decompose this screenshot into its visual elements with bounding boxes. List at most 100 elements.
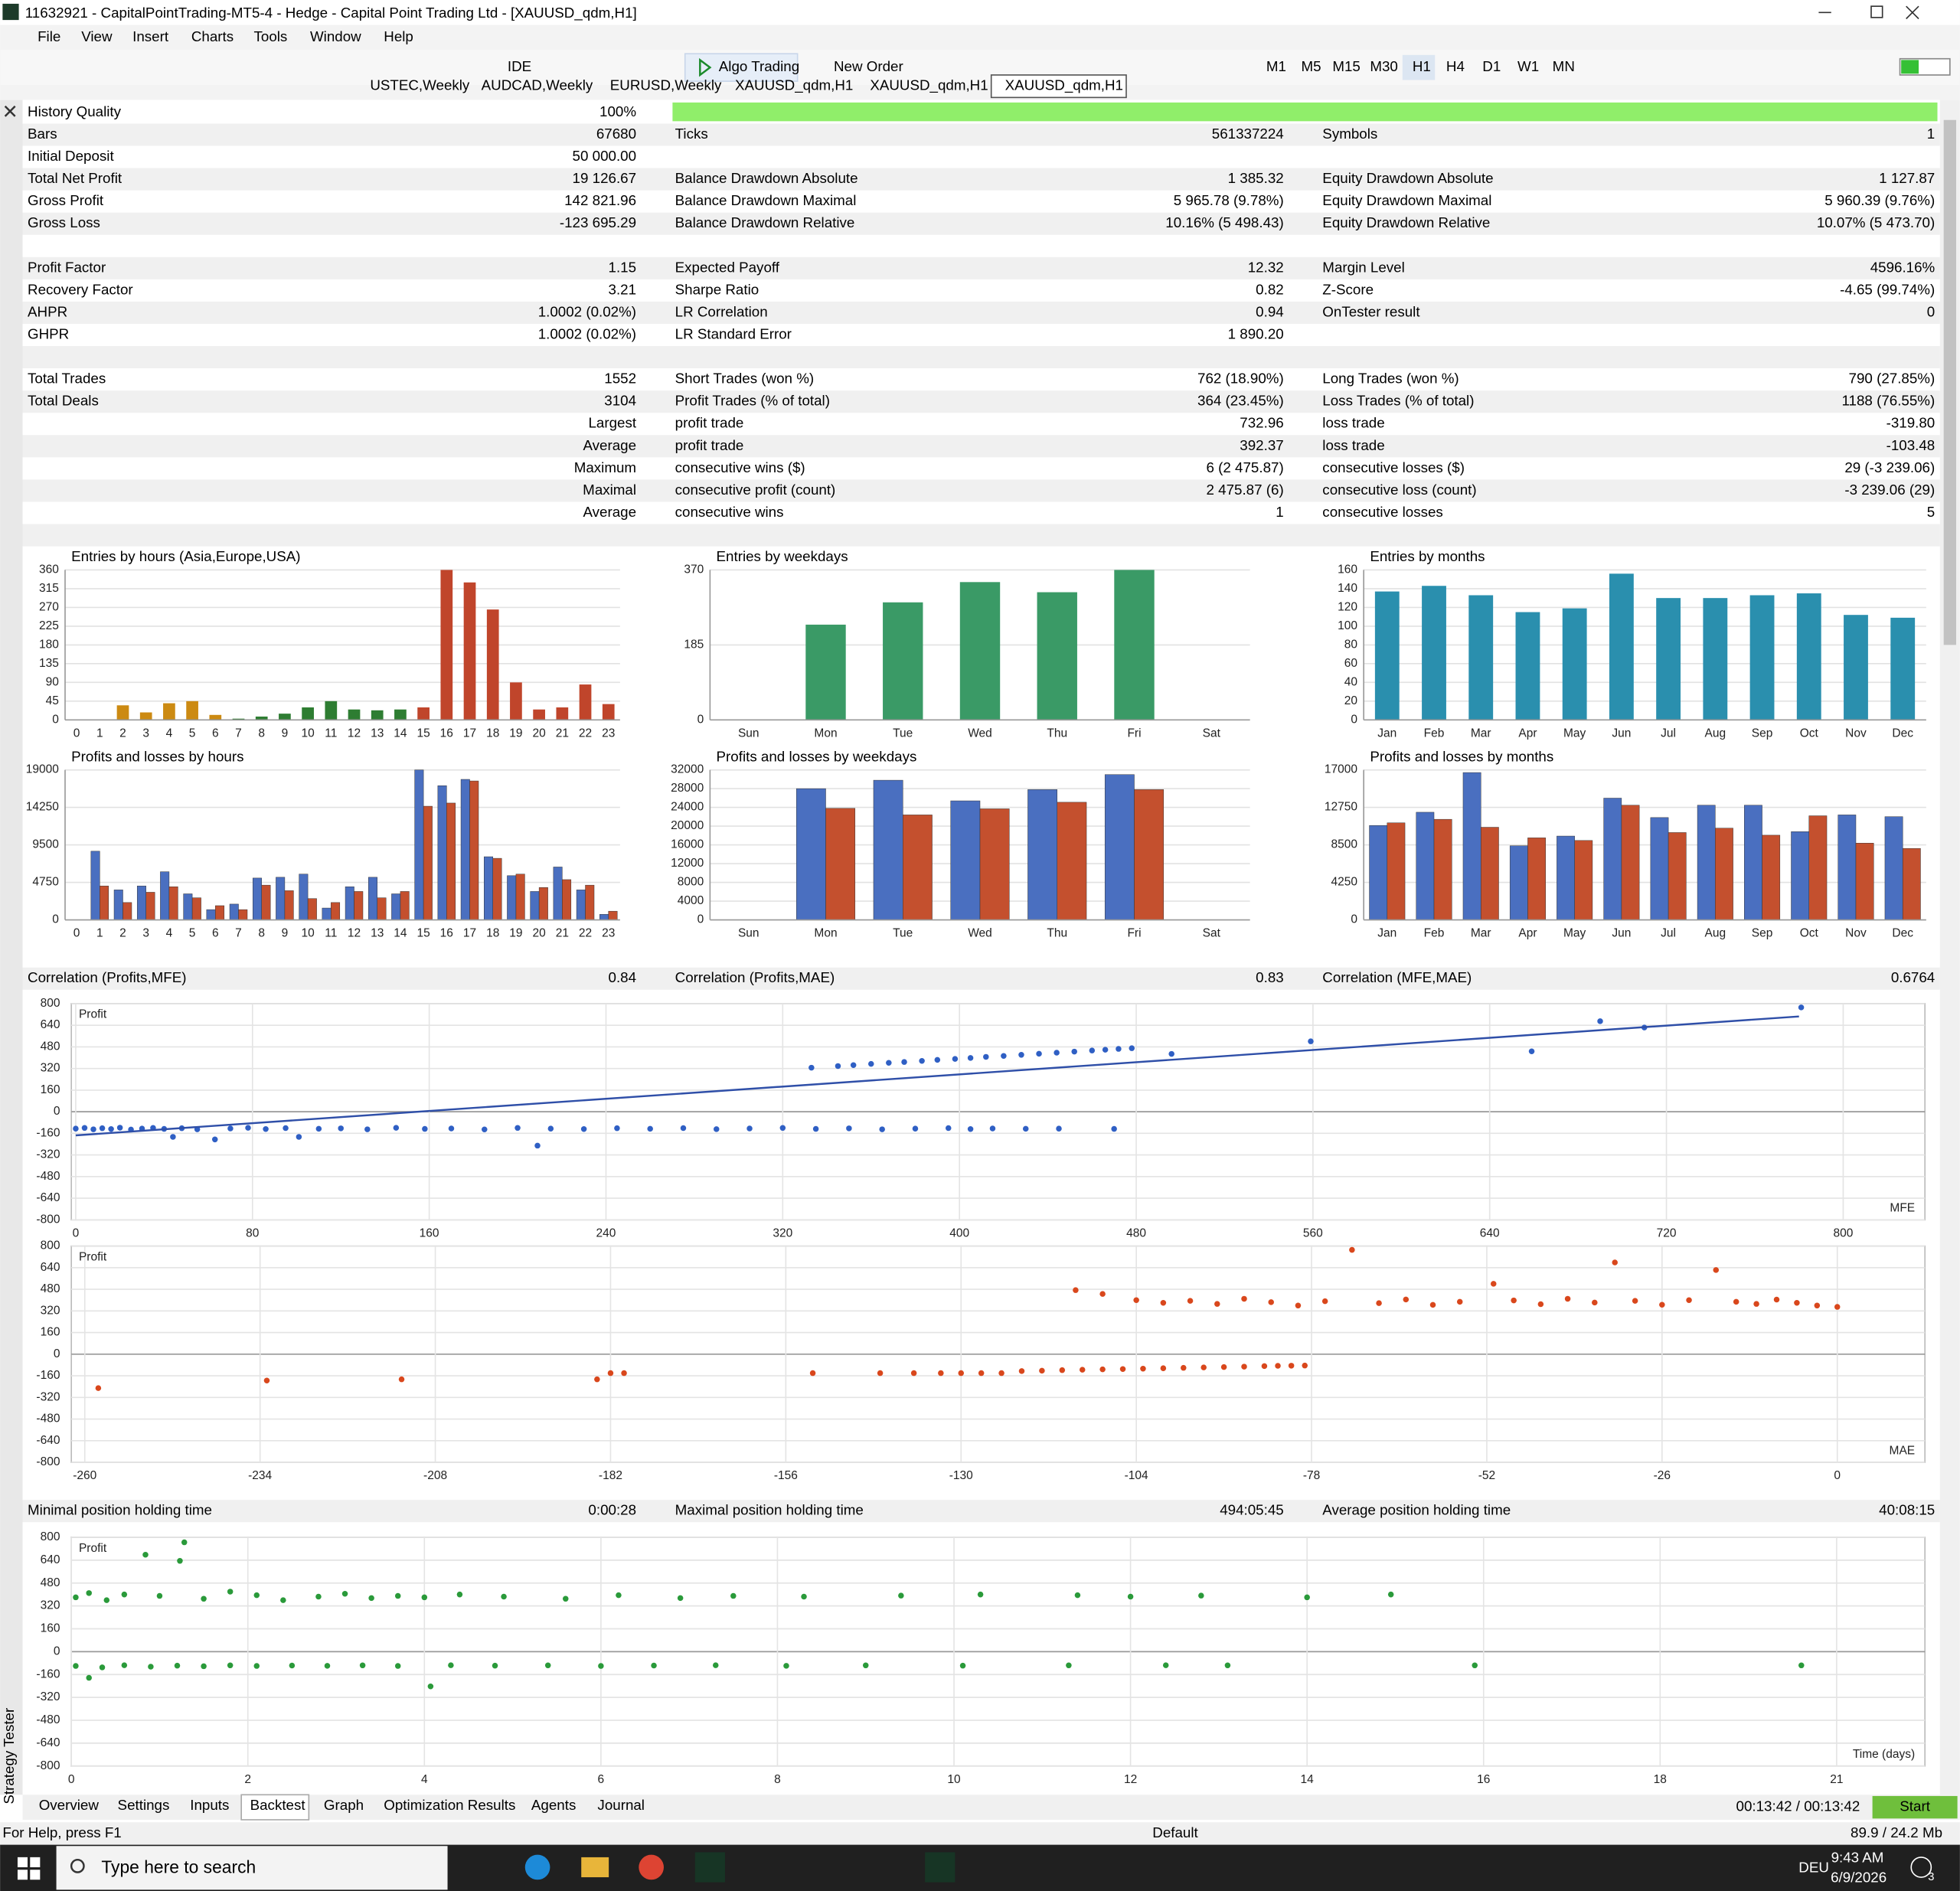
y-tick-label: 4750 xyxy=(32,876,59,889)
chart-tab[interactable]: XAUUSD_qdm,H1 xyxy=(1005,77,1123,94)
timeframe-button[interactable]: D1 xyxy=(1482,58,1501,74)
notification-icon[interactable] xyxy=(1910,1857,1932,1878)
stat-value: 3.21 xyxy=(609,281,637,297)
bar xyxy=(1468,595,1494,720)
edge-icon[interactable] xyxy=(524,1854,550,1880)
chart-tab[interactable]: USTEC,Weekly xyxy=(370,77,470,93)
bar xyxy=(1462,772,1481,920)
stat-label: consecutive wins ($) xyxy=(675,459,805,475)
timeframe-button[interactable]: M1 xyxy=(1266,58,1286,74)
timeframe-button[interactable]: M15 xyxy=(1332,58,1361,74)
menu-item[interactable]: Help xyxy=(384,28,413,44)
chart-tab[interactable]: XAUUSD_qdm,H1 xyxy=(735,77,853,94)
y-tick-label: 0 xyxy=(54,1644,60,1657)
toolbar-button[interactable]: Algo Trading xyxy=(719,58,799,74)
chart-tab[interactable]: EURUSD,Weekly xyxy=(610,77,722,93)
tester-tab[interactable]: Agents xyxy=(531,1797,576,1813)
x-tick-label: 7 xyxy=(235,727,242,740)
tester-tab[interactable]: Inputs xyxy=(190,1797,229,1813)
y-tick-label: 0 xyxy=(52,713,59,726)
y-tick-label: 0 xyxy=(1351,913,1357,926)
point xyxy=(1268,1299,1274,1305)
start-label[interactable]: Start xyxy=(1900,1798,1930,1814)
explorer-icon[interactable] xyxy=(581,1857,609,1878)
x-tick-label: 12 xyxy=(348,927,361,940)
timeframe-button[interactable]: M5 xyxy=(1302,58,1321,74)
point xyxy=(181,1539,188,1546)
row-band xyxy=(22,1500,1940,1523)
bar xyxy=(325,701,338,720)
x-tick-label: 1 xyxy=(96,727,103,740)
tester-tab[interactable]: Backtest xyxy=(250,1797,306,1813)
stat-value: 100% xyxy=(599,103,636,119)
point xyxy=(1564,1295,1571,1302)
bar xyxy=(484,856,493,920)
bar xyxy=(400,891,410,920)
bar xyxy=(825,808,856,920)
stat-value: 5 xyxy=(1927,504,1935,520)
point xyxy=(1073,1287,1079,1293)
stat-label: Correlation (Profits,MAE) xyxy=(675,969,835,985)
menu-item[interactable]: View xyxy=(81,28,113,44)
bar xyxy=(1603,798,1622,920)
restore-button[interactable] xyxy=(1870,5,1883,18)
algo-trading-button[interactable] xyxy=(684,53,799,82)
timeframe-button[interactable]: H4 xyxy=(1446,58,1465,74)
tester-tab[interactable]: Overview xyxy=(39,1797,100,1813)
point xyxy=(547,1125,554,1132)
panel-close[interactable] xyxy=(4,105,16,117)
row-band xyxy=(22,390,1940,413)
point xyxy=(201,1595,207,1602)
bar xyxy=(1374,591,1400,720)
timeframe-button[interactable]: M30 xyxy=(1370,58,1398,74)
menu-item[interactable]: Charts xyxy=(191,28,234,44)
trend-line xyxy=(75,1015,1799,1137)
start-menu[interactable] xyxy=(17,1857,41,1880)
bar xyxy=(113,890,123,920)
search-box[interactable] xyxy=(56,1846,448,1890)
point xyxy=(99,1125,106,1132)
x-tick-label: 20 xyxy=(533,727,547,740)
mt5-icon[interactable] xyxy=(694,1852,725,1883)
tester-tab[interactable]: Graph xyxy=(324,1797,364,1813)
menu-item[interactable]: Window xyxy=(310,28,361,44)
timeframe-button[interactable]: H1 xyxy=(1413,58,1431,74)
y-tick-label: 480 xyxy=(41,1040,60,1053)
mt5-icon-2[interactable] xyxy=(925,1852,956,1883)
toolbar-button[interactable]: IDE xyxy=(508,58,531,74)
point xyxy=(614,1125,620,1132)
menu-item[interactable]: File xyxy=(38,28,60,44)
point xyxy=(712,1662,719,1668)
point xyxy=(1612,1259,1618,1266)
timeframe-button[interactable]: W1 xyxy=(1517,58,1539,74)
tester-tab[interactable]: Journal xyxy=(597,1797,645,1813)
tester-tab[interactable]: Settings xyxy=(118,1797,170,1813)
stat-value: 494:05:45 xyxy=(1220,1502,1283,1518)
point xyxy=(1798,1004,1805,1011)
menu-item[interactable]: Insert xyxy=(132,28,169,44)
search-placeholder[interactable]: Type here to search xyxy=(101,1857,256,1877)
tester-tab[interactable]: Optimization Results xyxy=(384,1797,515,1813)
toolbar-button[interactable]: New Order xyxy=(834,58,903,74)
y-tick-label: 20 xyxy=(1344,694,1358,707)
point xyxy=(501,1593,507,1600)
start-button[interactable] xyxy=(1872,1795,1958,1819)
close-button[interactable] xyxy=(1906,5,1919,20)
bar xyxy=(122,902,132,920)
menu-item[interactable]: Tools xyxy=(254,28,288,44)
chrome-icon[interactable] xyxy=(639,1854,664,1880)
point xyxy=(779,1125,786,1132)
chart-tab[interactable]: AUDCAD,Weekly xyxy=(482,77,593,93)
x-tick-label: Sat xyxy=(1203,727,1221,740)
x-tick-label: 6 xyxy=(212,927,219,940)
active-chart-tab[interactable] xyxy=(990,74,1127,99)
point xyxy=(879,1126,885,1132)
point xyxy=(967,1055,974,1061)
scrollbar-thumb[interactable] xyxy=(1943,119,1956,645)
timeframe-button[interactable]: MN xyxy=(1553,58,1575,74)
y-axis-label: Profit xyxy=(79,1250,107,1263)
stat-value: Maximum xyxy=(574,459,636,475)
active-tester-tab[interactable] xyxy=(240,1794,310,1821)
y-tick-label: 90 xyxy=(46,675,60,688)
chart-tab[interactable]: XAUUSD_qdm,H1 xyxy=(870,77,988,94)
